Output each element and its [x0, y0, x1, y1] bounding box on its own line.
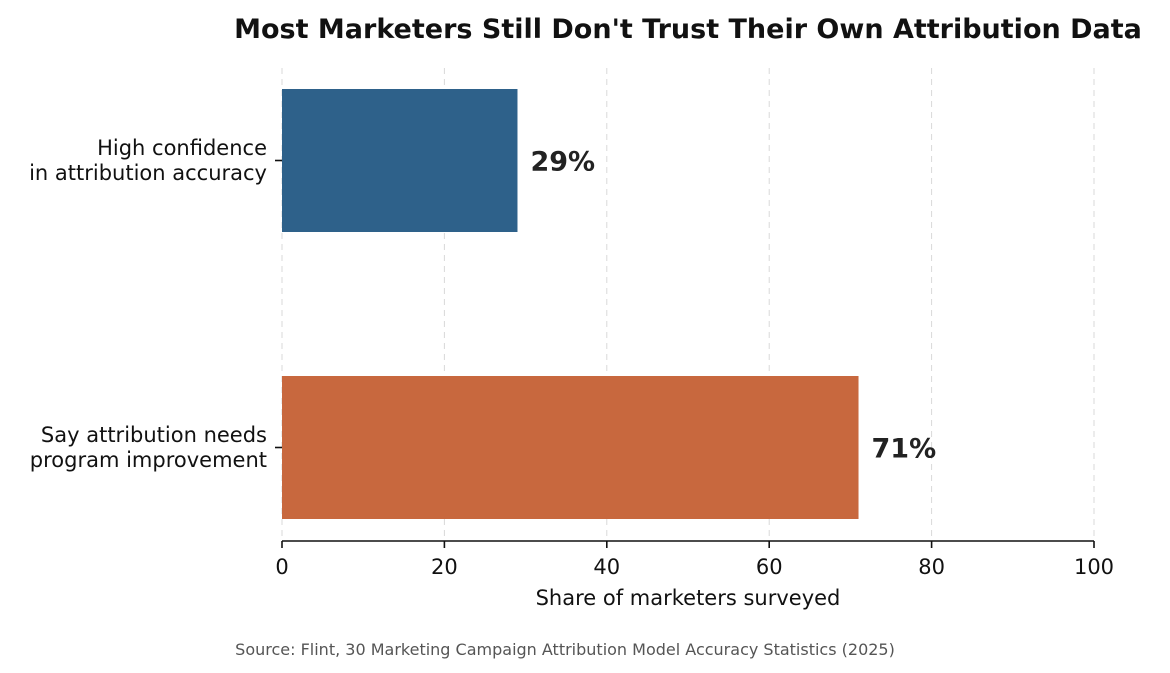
- x-ticks: 0 20 40 60 80 100: [275, 541, 1114, 579]
- x-tick-label-3: 60: [756, 555, 783, 579]
- x-tick-label-1: 20: [431, 555, 458, 579]
- x-tick-label-4: 80: [918, 555, 945, 579]
- x-axis-label: Share of marketers surveyed: [536, 586, 841, 610]
- category-label-0: High confidence in attribution accuracy: [29, 136, 267, 185]
- category-label-1: Say attribution needs program improvement: [30, 423, 267, 472]
- category-label-0-line-0: High confidence: [97, 136, 267, 160]
- value-label-0: 29%: [530, 147, 595, 178]
- value-labels: 29% 71%: [530, 147, 936, 465]
- category-label-1-line-0: Say attribution needs: [41, 423, 267, 447]
- value-label-1: 71%: [872, 434, 937, 465]
- category-labels: High confidence in attribution accuracy Sa…: [29, 136, 282, 472]
- x-tick-label-2: 40: [593, 555, 620, 579]
- source-note: Source: Flint, 30 Marketing Campaign Att…: [235, 640, 895, 659]
- bar-0: [282, 89, 518, 232]
- bars: [282, 89, 859, 519]
- category-label-1-line-1: program improvement: [30, 448, 267, 472]
- chart-title: Most Marketers Still Don't Trust Their O…: [234, 14, 1142, 45]
- x-tick-label-5: 100: [1074, 555, 1114, 579]
- x-tick-label-0: 0: [275, 555, 288, 579]
- category-label-0-line-1: in attribution accuracy: [29, 161, 267, 185]
- bar-1: [282, 376, 859, 519]
